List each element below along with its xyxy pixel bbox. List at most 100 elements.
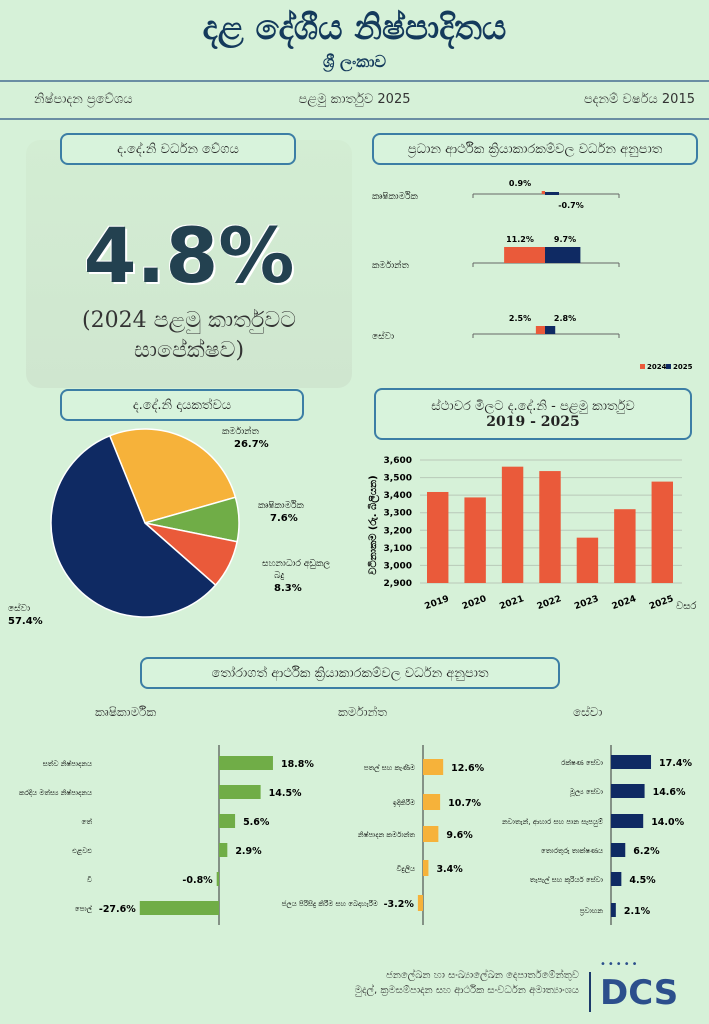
- data-label: 6.2%: [633, 846, 660, 857]
- y-tick-label: 3,000: [384, 561, 412, 571]
- footer-ministry: මුදල්, ක්‍රමසම්පාදන සහ ආර්ථික සංවර්ධන අම…: [354, 985, 579, 996]
- x-tick-label: 2022: [536, 594, 563, 612]
- category-label: මූල්‍ය සේවා: [570, 788, 604, 797]
- approach-label: නිෂ්පාදන ප්‍රවේශය: [34, 92, 133, 107]
- data-label: 18.8%: [281, 759, 314, 770]
- gdp-bar: [576, 537, 599, 583]
- industry-section-title: කර්මාන්ත: [338, 705, 388, 719]
- growth-bar: [611, 843, 626, 857]
- divider: [0, 80, 709, 82]
- category-label: තේ: [82, 818, 93, 826]
- data-label: 5.6%: [243, 817, 270, 828]
- growth-bar: [219, 843, 228, 857]
- data-label: 14.0%: [651, 817, 684, 828]
- bar-2024: [535, 326, 545, 334]
- agri-section-title: කෘෂිකාර්මික: [95, 705, 157, 719]
- growth-hero-panel: [26, 140, 352, 388]
- growth-bar: [219, 814, 236, 828]
- growth-title-box: ද.දේ.නි වර්ධන වේගය: [60, 133, 296, 165]
- data-label: 2.1%: [624, 906, 651, 917]
- selected-growth-title: තෝරාගත් ආර්ථික ක්‍රියාකාරකම්වල වර්ධන අනු…: [211, 665, 489, 681]
- gdp-title-box: ස්ථාවර මිලට ද.දේ.නි - පළමු කාර්තුව 2019 -…: [374, 388, 692, 440]
- data-label: 4.5%: [629, 875, 656, 886]
- category-label: නිෂ්පාදන කර්මාන්ත: [358, 831, 415, 839]
- legend-label: 2024: [647, 363, 667, 371]
- logo-dots-icon: •••••: [600, 959, 640, 970]
- data-label: -3.2%: [384, 899, 415, 910]
- slice-value: 8.3%: [274, 583, 302, 594]
- category-label: පොල්: [75, 905, 93, 913]
- x-tick-label: 2021: [498, 594, 525, 612]
- slice-label: කර්මාන්ත: [222, 426, 259, 437]
- category-label: නවාතැන්, ආහාර සහ පාන සැපයුම්: [502, 818, 603, 827]
- category-label: කෘෂිකාර්මික: [372, 191, 419, 202]
- data-label: 11.2%: [506, 235, 534, 244]
- data-label: 12.6%: [451, 763, 484, 774]
- growth-note: (2024 පළමු කාර්තුවට සාපේක්ෂව): [82, 308, 296, 363]
- bar-2024: [504, 247, 545, 263]
- gdp-bar: [651, 481, 673, 583]
- y-tick-label: 3,200: [384, 526, 412, 536]
- category-label: විදුලිය: [396, 865, 415, 873]
- quarter-label: පළමු කාර්තුව 2025: [298, 92, 411, 107]
- gdp-bar: [539, 471, 561, 583]
- category-label: තැපැල් සහ කුරියර් සේවා: [530, 875, 604, 884]
- x-tick-label: 2020: [461, 594, 488, 612]
- growth-bar: [611, 903, 616, 917]
- growth-bar: [611, 755, 652, 769]
- growth-bar: [216, 872, 219, 886]
- data-label: 3.4%: [436, 864, 463, 875]
- pie-slice: [108, 428, 237, 524]
- data-label: -27.6%: [99, 904, 136, 915]
- growth-value: 4.8%: [83, 211, 295, 300]
- y-tick-label: 2,900: [384, 579, 412, 589]
- pie-slice: [50, 434, 217, 618]
- growth-bar: [423, 826, 439, 842]
- growth-bar: [423, 794, 441, 810]
- growth-bar: [423, 860, 429, 876]
- gdp-bar: [614, 509, 636, 583]
- growth-bar: [611, 814, 644, 828]
- category-label: එළවළු: [72, 847, 92, 855]
- contribution-pie-chart: කර්මාන්ත 26.7% කෘෂිකාර්මික 7.6% සහනාධාර අඩුක…: [8, 426, 330, 627]
- category-label: සත්ව නිෂ්පාදනය: [43, 760, 92, 768]
- growth-title: ද.දේ.නි වර්ධන වේගය: [117, 141, 239, 157]
- country-subtitle: ශ්‍රී ලංකාව: [322, 52, 387, 71]
- category-label: ඉදිකිරීම: [393, 798, 415, 807]
- footer-text: ජනලේඛන හා සංඛ්‍යාලේඛන දෙපාර්තමේන්තුව මුද…: [355, 968, 579, 998]
- y-tick-label: 3,400: [384, 491, 412, 501]
- x-tick-label: 2023: [573, 594, 600, 612]
- gdp-bar: [501, 466, 524, 583]
- sector-growth-title-box: ප්‍රධාන ආර්ථික ක්‍රියාකාරකම්වල වර්ධන අනු…: [372, 133, 698, 165]
- growth-bar: [139, 901, 219, 915]
- category-label: රක්ෂණ සේවා: [561, 759, 604, 767]
- gdp-title-years: 2019 - 2025: [486, 413, 580, 430]
- data-label: -0.7%: [558, 201, 584, 210]
- y-tick-label: 3,300: [384, 509, 412, 519]
- sector-growth-title: ප්‍රධාන ආර්ථික ක්‍රියාකාරකම්වල වර්ධන අනු…: [407, 141, 663, 157]
- growth-bar: [219, 785, 261, 799]
- sector-growth-chart: කෘෂිකාර්මික 0.9% -0.7% කර්මාන්ත 11.2% 9.7% සේව…: [372, 179, 693, 371]
- data-label: 14.5%: [269, 788, 302, 799]
- bar-2024: [541, 191, 545, 194]
- x-tick-label: 2019: [424, 594, 451, 612]
- bar-2025: [545, 192, 559, 195]
- category-label: කරදිය මත්ස්‍ය නිෂ්පාදනය: [19, 789, 92, 797]
- x-axis-label: වසර: [676, 600, 696, 612]
- slice-label: කෘෂිකාර්මික: [258, 500, 305, 511]
- page-title: දළ දේශීය නිෂ්පාදිතය: [202, 8, 507, 48]
- footer-department: ජනලේඛන හා සංඛ්‍යාලේඛන දෙපාර්තමේන්තුව: [385, 970, 579, 981]
- divider: [0, 118, 709, 120]
- x-tick-label: 2024: [611, 594, 638, 612]
- bar-2025: [545, 326, 556, 334]
- selected-growth-charts: සත්ව නිෂ්පාදනය 18.8% කරදිය මත්ස්‍ය නිෂ්පාද…: [19, 745, 692, 925]
- data-label: 10.7%: [448, 798, 481, 809]
- footer-divider: [589, 972, 591, 1012]
- data-label: 17.4%: [659, 758, 692, 769]
- y-tick-label: 3,100: [384, 544, 412, 554]
- slice-value: 7.6%: [270, 513, 298, 524]
- data-label: -0.8%: [182, 875, 213, 886]
- data-label: 2.5%: [509, 314, 531, 323]
- slice-label: සේවා: [8, 603, 30, 614]
- slice-label: සහනාධාර අඩුකල: [262, 559, 330, 569]
